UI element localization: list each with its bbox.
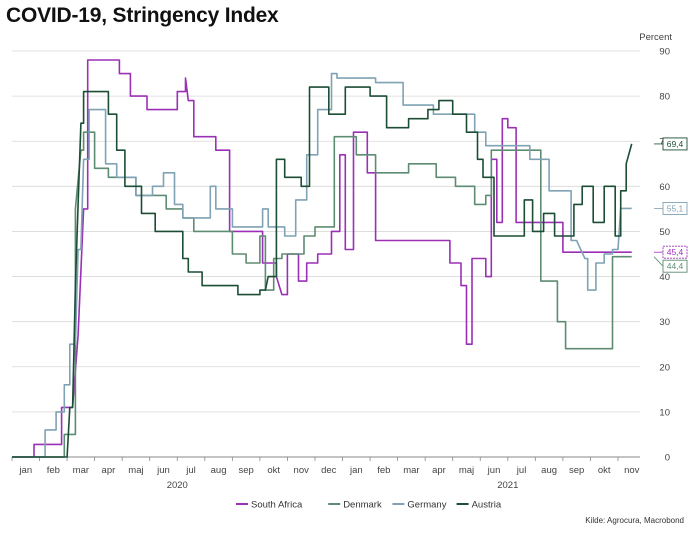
- y-axis-label: Percent: [639, 32, 672, 43]
- legend-entry: Denmark: [343, 500, 382, 511]
- x-tick-label: jul: [516, 465, 527, 476]
- series-line-denmark: [12, 131, 632, 458]
- x-tick-label: feb: [47, 465, 60, 476]
- y-axis: 0102030405060708090Percent: [639, 32, 672, 464]
- last-value-box: [662, 137, 688, 151]
- x-tick-label: nov: [294, 465, 310, 476]
- chart-title: COVID-19, Stringency Index: [6, 4, 279, 27]
- legend-entry: South Africa: [251, 500, 303, 511]
- x-tick-label: okt: [267, 465, 280, 476]
- x-tick-label: sep: [569, 465, 584, 476]
- y-tick-label: 30: [659, 317, 670, 328]
- x-tick-label: aug: [211, 465, 227, 476]
- y-tick-label: 50: [659, 227, 670, 238]
- x-tick-label: jul: [185, 465, 196, 476]
- legend-entry: Austria: [472, 500, 502, 511]
- x-tick-label: nov: [624, 465, 640, 476]
- last-value-label: 45,4: [667, 247, 684, 257]
- last-value-labels: 69,4 55,1 45,4 44,4: [653, 137, 688, 273]
- legend-entry: Germany: [407, 500, 446, 511]
- y-tick-label: 80: [659, 92, 670, 103]
- x-tick-label: mar: [73, 465, 89, 476]
- y-tick-label: 90: [659, 47, 670, 58]
- last-value-box: [662, 245, 688, 259]
- last-value-box: [662, 259, 688, 273]
- x-tick-label: okt: [598, 465, 611, 476]
- last-value-box: [662, 201, 688, 215]
- last-value-label: 69,4: [667, 139, 684, 149]
- series-lines: [12, 59, 633, 458]
- last-value-label: 44,4: [667, 261, 684, 271]
- series-line-germany: [12, 72, 632, 458]
- x-tick-label: sep: [238, 465, 253, 476]
- y-tick-label: 60: [659, 182, 670, 193]
- series-line-austria: [12, 86, 633, 458]
- x-tick-label: aug: [541, 465, 557, 476]
- x-tick-label: jan: [349, 465, 363, 476]
- label-connector: [653, 256, 664, 267]
- y-tick-label: 10: [659, 407, 670, 418]
- year-label: 2021: [497, 480, 518, 491]
- y-tick-label: 40: [659, 272, 670, 283]
- y-tick-label: 20: [659, 362, 670, 373]
- x-tick-label: jun: [156, 465, 170, 476]
- x-tick-label: apr: [102, 465, 116, 476]
- x-tick-label: dec: [321, 465, 337, 476]
- y-tick-label: 0: [665, 453, 670, 464]
- x-axis: jan feb mar apr maj jun jul aug sep okt nov dec jan f…: [11, 457, 640, 491]
- gridlines: [12, 50, 640, 458]
- x-tick-label: apr: [432, 465, 446, 476]
- series-line-south-africa: [12, 59, 632, 458]
- x-tick-label: mar: [403, 465, 419, 476]
- x-tick-label: feb: [377, 465, 390, 476]
- year-label: 2020: [167, 480, 188, 491]
- x-tick-label: jun: [487, 465, 501, 476]
- last-value-label: 55,1: [667, 203, 684, 213]
- x-tick-label: jan: [18, 465, 32, 476]
- x-tick-label: maj: [128, 465, 143, 476]
- legend: South Africa Denmark Germany Austria: [236, 500, 502, 511]
- x-tick-label: maj: [459, 465, 474, 476]
- source-note: Kilde: Agrocura, Macrobond: [585, 516, 684, 525]
